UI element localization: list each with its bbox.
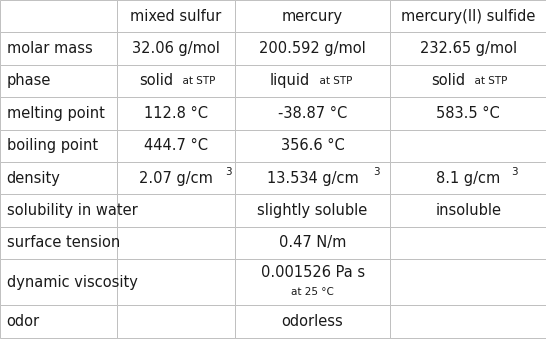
Text: solid: solid — [431, 74, 465, 88]
Text: at STP: at STP — [468, 76, 508, 86]
Bar — [117, 97, 235, 130]
Bar — [235, 32, 390, 65]
Bar — [117, 32, 235, 65]
Bar — [117, 259, 235, 305]
Bar — [235, 130, 390, 162]
Text: at STP: at STP — [312, 76, 352, 86]
Bar — [235, 65, 390, 97]
Bar — [390, 97, 546, 130]
Bar — [390, 227, 546, 259]
Bar — [0, 65, 117, 97]
Text: odor: odor — [7, 314, 40, 329]
Text: melting point: melting point — [7, 106, 104, 121]
Text: 232.65 g/mol: 232.65 g/mol — [420, 41, 517, 56]
Bar — [0, 227, 117, 259]
Text: density: density — [7, 171, 61, 186]
Text: 0.001526 Pa s: 0.001526 Pa s — [260, 265, 365, 280]
Bar — [0, 130, 117, 162]
Bar — [390, 305, 546, 338]
Bar — [235, 227, 390, 259]
Text: molar mass: molar mass — [7, 41, 92, 56]
Text: dynamic viscosity: dynamic viscosity — [7, 275, 138, 290]
Bar — [235, 0, 390, 32]
Text: 3: 3 — [225, 167, 232, 177]
Text: mercury: mercury — [282, 9, 343, 24]
Text: boiling point: boiling point — [7, 138, 98, 153]
Text: solid: solid — [139, 74, 174, 88]
Bar — [117, 65, 235, 97]
Text: slightly soluble: slightly soluble — [258, 203, 367, 218]
Text: 3: 3 — [511, 167, 518, 177]
Bar — [235, 162, 390, 194]
Text: 0.47 N/m: 0.47 N/m — [279, 236, 346, 250]
Text: 13.534 g/cm: 13.534 g/cm — [266, 171, 359, 186]
Bar — [235, 97, 390, 130]
Bar — [117, 194, 235, 227]
Text: odorless: odorless — [282, 314, 343, 329]
Text: insoluble: insoluble — [435, 203, 501, 218]
Bar — [390, 130, 546, 162]
Text: 583.5 °C: 583.5 °C — [436, 106, 500, 121]
Text: solubility in water: solubility in water — [7, 203, 137, 218]
Text: mixed sulfur: mixed sulfur — [130, 9, 222, 24]
Text: 8.1 g/cm: 8.1 g/cm — [436, 171, 500, 186]
Text: at 25 °C: at 25 °C — [291, 287, 334, 297]
Bar — [0, 194, 117, 227]
Text: liquid: liquid — [270, 74, 310, 88]
Bar — [117, 0, 235, 32]
Text: 444.7 °C: 444.7 °C — [144, 138, 208, 153]
Bar — [0, 97, 117, 130]
Text: 32.06 g/mol: 32.06 g/mol — [132, 41, 220, 56]
Bar — [0, 0, 117, 32]
Bar — [235, 194, 390, 227]
Text: 3: 3 — [373, 167, 380, 177]
Bar — [390, 162, 546, 194]
Text: mercury(II) sulfide: mercury(II) sulfide — [401, 9, 536, 24]
Text: 200.592 g/mol: 200.592 g/mol — [259, 41, 366, 56]
Bar — [235, 305, 390, 338]
Text: surface tension: surface tension — [7, 236, 120, 250]
Bar — [390, 65, 546, 97]
Text: -38.87 °C: -38.87 °C — [278, 106, 347, 121]
Bar — [390, 194, 546, 227]
Bar — [390, 259, 546, 305]
Text: 356.6 °C: 356.6 °C — [281, 138, 345, 153]
Bar — [117, 162, 235, 194]
Bar — [117, 130, 235, 162]
Text: 112.8 °C: 112.8 °C — [144, 106, 208, 121]
Bar — [0, 305, 117, 338]
Text: phase: phase — [7, 74, 51, 88]
Text: 2.07 g/cm: 2.07 g/cm — [139, 171, 213, 186]
Bar — [390, 32, 546, 65]
Text: at STP: at STP — [176, 76, 216, 86]
Bar — [0, 32, 117, 65]
Bar — [235, 259, 390, 305]
Bar — [0, 259, 117, 305]
Bar — [117, 227, 235, 259]
Bar — [390, 0, 546, 32]
Bar — [117, 305, 235, 338]
Bar — [0, 162, 117, 194]
